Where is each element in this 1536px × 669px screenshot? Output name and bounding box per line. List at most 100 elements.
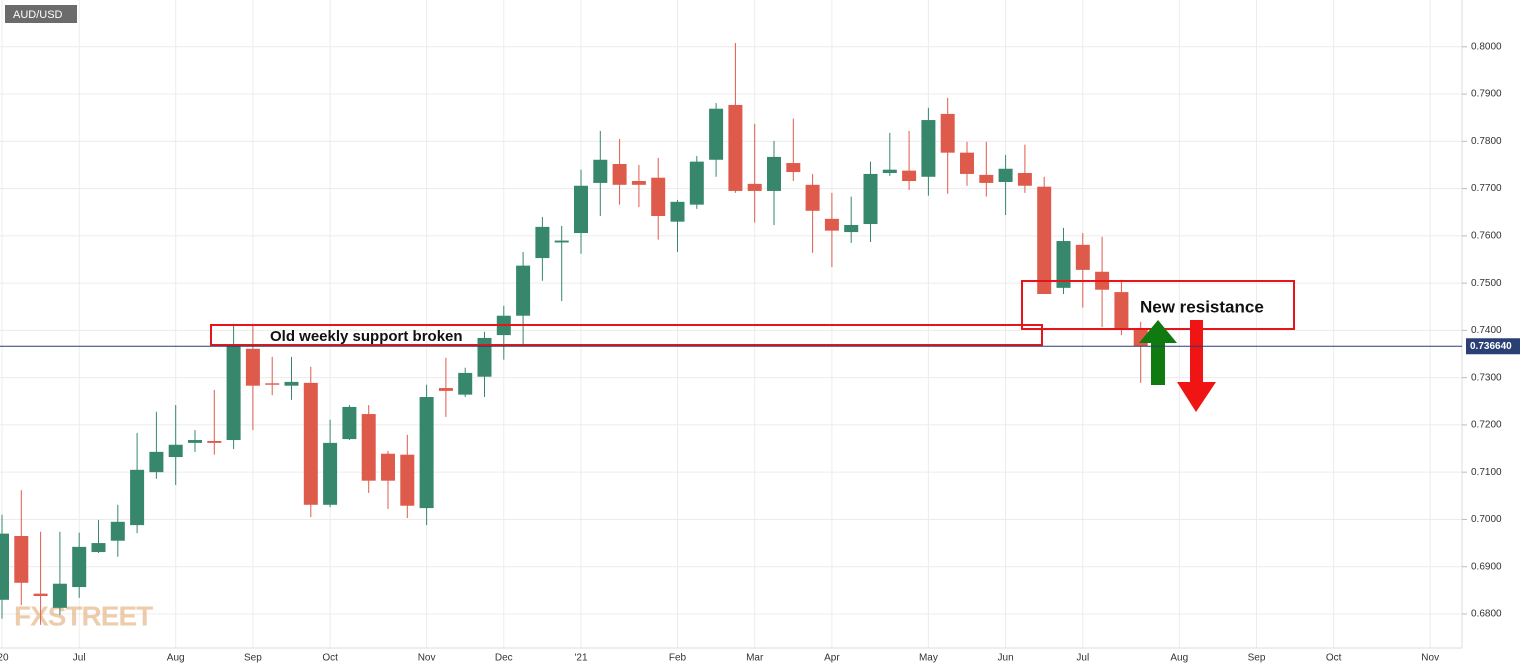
y-tick-label: 0.7600 (1471, 230, 1502, 241)
chart-title: AUD/USD (13, 9, 63, 21)
y-tick-label: 0.7300 (1471, 372, 1502, 383)
candle-body (709, 108, 724, 160)
candle-body (438, 388, 453, 391)
candle-body (554, 240, 569, 243)
y-tick-label: 0.7200 (1471, 420, 1502, 431)
x-tick-label: May (919, 653, 938, 664)
x-tick-label: Oct (322, 653, 338, 664)
candle-body (400, 454, 415, 506)
candle-body (979, 174, 994, 183)
x-tick-label: Oct (1326, 653, 1342, 664)
candle-body (381, 453, 395, 481)
candle-body (323, 442, 338, 505)
candle-body (72, 546, 87, 588)
candle-body (863, 173, 878, 225)
candle-body (1075, 244, 1090, 270)
candle-body (824, 218, 839, 231)
x-tick-label: Mar (746, 653, 764, 664)
candle-body (747, 183, 762, 191)
candle-body (728, 104, 743, 191)
candle-body (110, 521, 125, 541)
y-tick-label: 0.7100 (1471, 467, 1502, 478)
candle-body (342, 406, 357, 440)
candle-body (33, 593, 48, 597)
x-tick-label: '21 (574, 653, 587, 664)
candle-body (168, 444, 183, 458)
candle-body (902, 170, 917, 182)
candle-body (14, 535, 29, 583)
candle-body (419, 397, 434, 509)
x-tick-label: Feb (669, 653, 687, 664)
y-tick-label: 0.6800 (1471, 609, 1502, 620)
y-tick-label: 0.8000 (1471, 41, 1502, 52)
candle-body (651, 177, 666, 216)
candle-body (458, 372, 473, 395)
x-tick-label: Nov (418, 653, 436, 664)
candle-body (91, 543, 106, 553)
x-tick-label: Apr (824, 653, 840, 664)
up-arrow (1139, 320, 1177, 385)
x-tick-label: Nov (1421, 653, 1439, 664)
candle-body (361, 414, 376, 481)
candle-body (960, 152, 974, 174)
down-arrow (1177, 320, 1216, 412)
candle-body (188, 440, 202, 443)
candle-body (882, 169, 897, 173)
candle-body (535, 226, 550, 259)
price-label: 0.736640 (1470, 341, 1512, 352)
y-tick-label: 0.7500 (1471, 278, 1502, 289)
candle-body (265, 383, 280, 385)
annotation: New resistance (1140, 297, 1264, 316)
candle-body (921, 120, 936, 177)
y-tick-label: 0.7400 (1471, 325, 1502, 336)
candle-body (574, 185, 588, 234)
candle-body (1056, 241, 1071, 288)
candle-body (149, 451, 164, 473)
watermark: FXSTREET (14, 600, 153, 631)
candle-body (0, 533, 9, 600)
candle-body (1037, 186, 1052, 294)
candle-body (631, 181, 646, 185)
price-label-box (1466, 338, 1520, 355)
candle-body (689, 161, 704, 205)
y-tick-label: 0.7900 (1471, 89, 1502, 100)
candle-body (303, 382, 318, 505)
x-tick-label: Sep (244, 653, 262, 664)
x-tick-label: '20 (0, 653, 9, 664)
candle-body (805, 184, 820, 211)
candle-body (593, 159, 608, 183)
candle-body (207, 440, 222, 443)
candle-body (245, 348, 260, 386)
candle-body (284, 381, 299, 386)
candle-body (670, 201, 685, 222)
title-box (5, 5, 77, 23)
support-box (210, 324, 1043, 346)
candle-body (477, 337, 492, 377)
candles (0, 43, 1148, 625)
x-tick-label: Sep (1248, 653, 1266, 664)
candle-body (940, 113, 955, 153)
y-tick-label: 0.7800 (1471, 136, 1502, 147)
candle-body (612, 164, 627, 185)
candle-body (767, 156, 781, 191)
x-tick-label: Jun (998, 653, 1014, 664)
x-tick-label: Jul (1076, 653, 1089, 664)
x-tick-label: Dec (495, 653, 513, 664)
candle-body (1114, 292, 1129, 330)
candle-body (844, 224, 859, 233)
x-tick-label: Aug (167, 653, 185, 664)
x-tick-label: Aug (1170, 653, 1188, 664)
annotation: Old weekly support broken (270, 328, 463, 345)
x-tick-label: Jul (73, 653, 86, 664)
y-tick-label: 0.7700 (1471, 183, 1502, 194)
candle-body (786, 163, 801, 173)
candle-body (998, 168, 1013, 182)
candle-body (1017, 172, 1032, 186)
candle-body (52, 583, 67, 608)
candle-body (226, 344, 241, 441)
candle-body (516, 265, 531, 316)
y-tick-label: 0.7000 (1471, 514, 1502, 525)
y-tick-label: 0.6900 (1471, 561, 1502, 572)
